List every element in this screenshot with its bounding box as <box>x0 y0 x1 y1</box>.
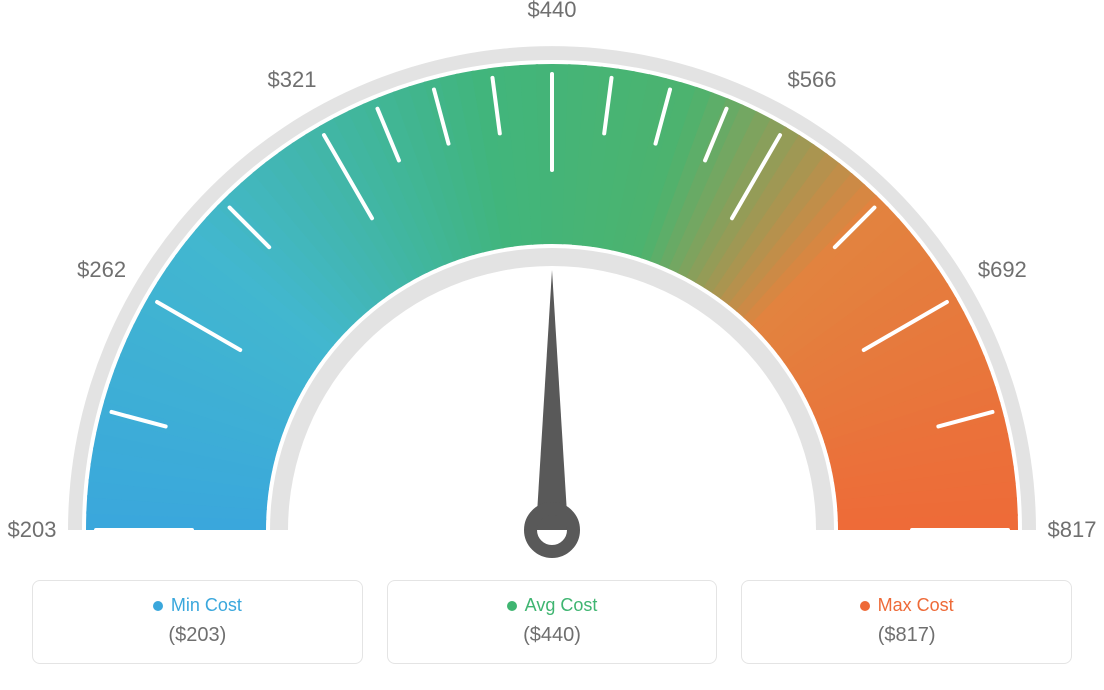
gauge-tick-label: $817 <box>1048 517 1097 543</box>
legend-top-max: Max Cost <box>860 595 954 616</box>
legend-value-min: ($203) <box>168 624 226 647</box>
legend-top-avg: Avg Cost <box>507 595 598 616</box>
legend-dot-min <box>153 601 163 611</box>
gauge-tick-label: $203 <box>8 517 57 543</box>
legend-label-min: Min Cost <box>171 595 242 616</box>
legend-value-max: ($817) <box>878 624 936 647</box>
legend-label-avg: Avg Cost <box>525 595 598 616</box>
legend-value-avg: ($440) <box>523 624 581 647</box>
legend-top-min: Min Cost <box>153 595 242 616</box>
gauge-chart: $203 $262 $321 $440 $566 $692 $817 <box>0 0 1104 570</box>
legend-label-max: Max Cost <box>878 595 954 616</box>
gauge-tick-label: $262 <box>77 257 126 283</box>
legend-dot-avg <box>507 601 517 611</box>
legend-card-avg: Avg Cost ($440) <box>387 580 718 664</box>
gauge-tick-label: $321 <box>268 67 317 93</box>
gauge-tick-label: $566 <box>788 67 837 93</box>
legend-card-min: Min Cost ($203) <box>32 580 363 664</box>
gauge-svg <box>0 0 1104 570</box>
gauge-tick-label: $440 <box>528 0 577 23</box>
legend-row: Min Cost ($203) Avg Cost ($440) Max Cost… <box>32 580 1072 664</box>
legend-card-max: Max Cost ($817) <box>741 580 1072 664</box>
legend-dot-max <box>860 601 870 611</box>
gauge-tick-label: $692 <box>978 257 1027 283</box>
